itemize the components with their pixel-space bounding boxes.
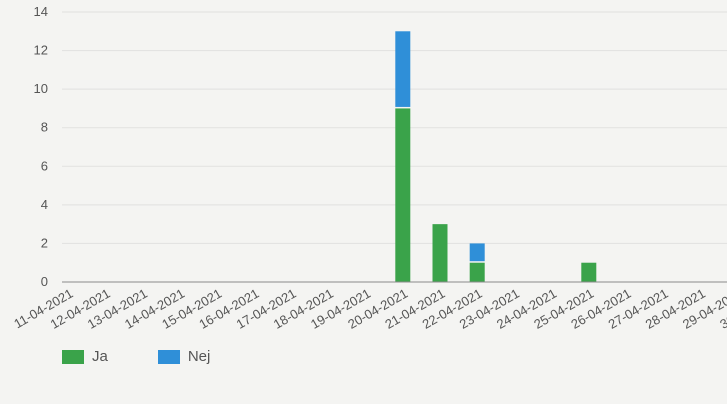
x-axis-tick-labels: 11-04-202112-04-202113-04-202114-04-2021…	[11, 286, 727, 332]
y-tick-label: 14	[34, 4, 48, 19]
bar-ja-22-04-2021[interactable]	[469, 262, 485, 282]
bar-ja-21-04-2021[interactable]	[432, 224, 448, 282]
y-tick-label: 8	[41, 120, 48, 135]
legend-item-nej[interactable]: Nej	[157, 348, 211, 365]
legend-swatch-nej	[157, 349, 180, 364]
y-tick-label: 2	[41, 235, 48, 250]
legend-item-ja[interactable]: Ja	[62, 348, 108, 365]
bars	[395, 31, 597, 282]
y-tick-label: 6	[41, 158, 48, 173]
bar-nej-20-04-2021[interactable]	[395, 31, 411, 107]
y-tick-label: 4	[41, 197, 48, 212]
legend: Ja Nej	[62, 348, 210, 365]
y-tick-label: 10	[34, 81, 48, 96]
y-axis-tick-labels: 0 2 4 6 8 10 12 14	[34, 4, 48, 289]
legend-label-nej: Nej	[187, 348, 211, 365]
y-tick-label: 0	[41, 274, 48, 289]
bar-nej-22-04-2021[interactable]	[469, 243, 485, 262]
legend-label-ja: Ja	[92, 348, 108, 365]
bar-ja-20-04-2021[interactable]	[395, 108, 411, 282]
bar-ja-25-04-2021[interactable]	[581, 262, 597, 282]
y-tick-label: 12	[34, 43, 48, 58]
grid-lines	[62, 11, 727, 244]
legend-swatch-ja	[62, 349, 84, 364]
